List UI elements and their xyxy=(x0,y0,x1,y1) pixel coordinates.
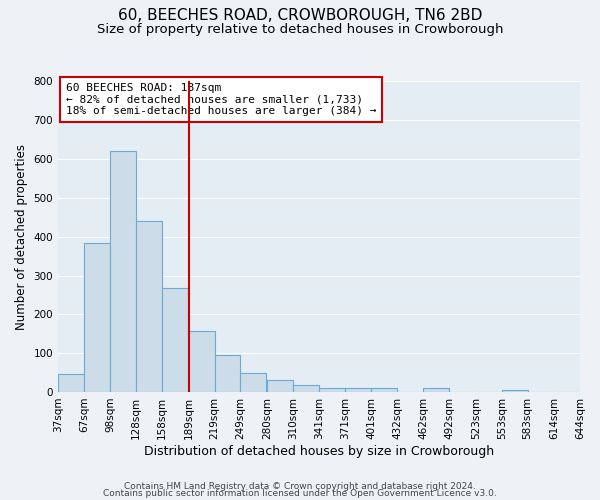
Bar xyxy=(267,380,293,392)
Bar xyxy=(241,372,266,392)
Y-axis label: Number of detached properties: Number of detached properties xyxy=(15,144,28,330)
Text: Size of property relative to detached houses in Crowborough: Size of property relative to detached ho… xyxy=(97,22,503,36)
Bar xyxy=(215,355,241,392)
Bar xyxy=(162,288,188,392)
Bar xyxy=(189,331,215,392)
Bar xyxy=(84,244,110,392)
Bar xyxy=(371,388,397,392)
Bar xyxy=(502,390,527,392)
Bar xyxy=(424,388,449,392)
Text: 60 BEECHES ROAD: 187sqm
← 82% of detached houses are smaller (1,733)
18% of semi: 60 BEECHES ROAD: 187sqm ← 82% of detache… xyxy=(66,83,376,116)
Bar xyxy=(136,221,162,392)
Bar xyxy=(58,374,84,392)
Bar xyxy=(110,150,136,392)
Text: Contains HM Land Registry data © Crown copyright and database right 2024.: Contains HM Land Registry data © Crown c… xyxy=(124,482,476,491)
Text: 60, BEECHES ROAD, CROWBOROUGH, TN6 2BD: 60, BEECHES ROAD, CROWBOROUGH, TN6 2BD xyxy=(118,8,482,22)
Bar xyxy=(319,388,345,392)
Text: Contains public sector information licensed under the Open Government Licence v3: Contains public sector information licen… xyxy=(103,489,497,498)
X-axis label: Distribution of detached houses by size in Crowborough: Distribution of detached houses by size … xyxy=(144,444,494,458)
Bar xyxy=(293,386,319,392)
Bar xyxy=(345,388,371,392)
